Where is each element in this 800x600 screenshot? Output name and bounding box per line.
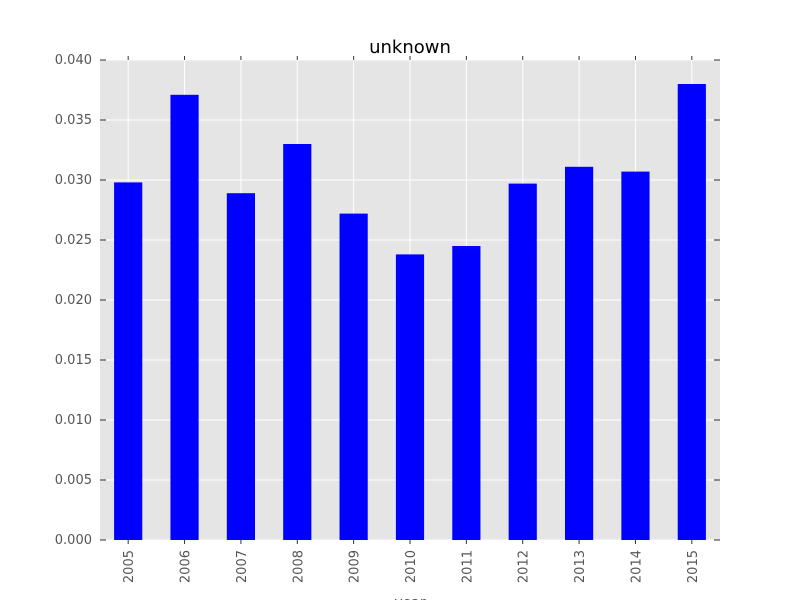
x-tick-label: 2009 [348,550,363,583]
bar-2013 [565,166,594,541]
y-axis-ticks: 0.000 0.005 0.010 0.015 0.020 0.025 0.030 0.035… [55,53,720,548]
y-tick-label: 0.000 [55,533,92,548]
bar-2009 [339,213,368,540]
x-tick-label: 2005 [122,550,137,583]
x-tick-label: 2008 [291,550,306,583]
y-tick-label: 0.040 [55,53,92,68]
bar-2014 [621,171,650,540]
x-tick-label: 2007 [235,550,250,583]
bar-2007 [226,193,255,540]
bar-2011 [452,246,481,540]
x-axis-ticks: 2005 2006 2007 2008 2009 2010 2011 2012 2013 2014… [122,56,701,583]
x-tick-label: 2011 [460,550,475,583]
x-axis-label: year [394,595,425,600]
y-tick-label: 0.005 [55,473,92,488]
chart-title: unknown [369,37,451,58]
bar-2005 [114,182,143,540]
x-tick-label: 2013 [573,550,588,583]
x-tick-label: 2012 [517,550,532,583]
y-tick-label: 0.015 [55,353,92,368]
bar-2008 [283,144,312,540]
x-tick-label: 2014 [629,550,644,583]
y-tick-label: 0.035 [55,113,92,128]
bar-2006 [170,94,199,541]
y-tick-label: 0.025 [55,233,92,248]
bars [114,84,706,541]
bar-2012 [508,183,537,540]
x-tick-label: 2010 [404,550,419,583]
x-tick-label: 2015 [686,550,701,583]
x-tick-label: 2006 [179,550,194,583]
y-tick-label: 0.010 [55,413,92,428]
bar-2015 [677,84,706,540]
y-tick-label: 0.030 [55,173,92,188]
bar-2010 [395,254,425,540]
y-tick-label: 0.020 [55,293,92,308]
